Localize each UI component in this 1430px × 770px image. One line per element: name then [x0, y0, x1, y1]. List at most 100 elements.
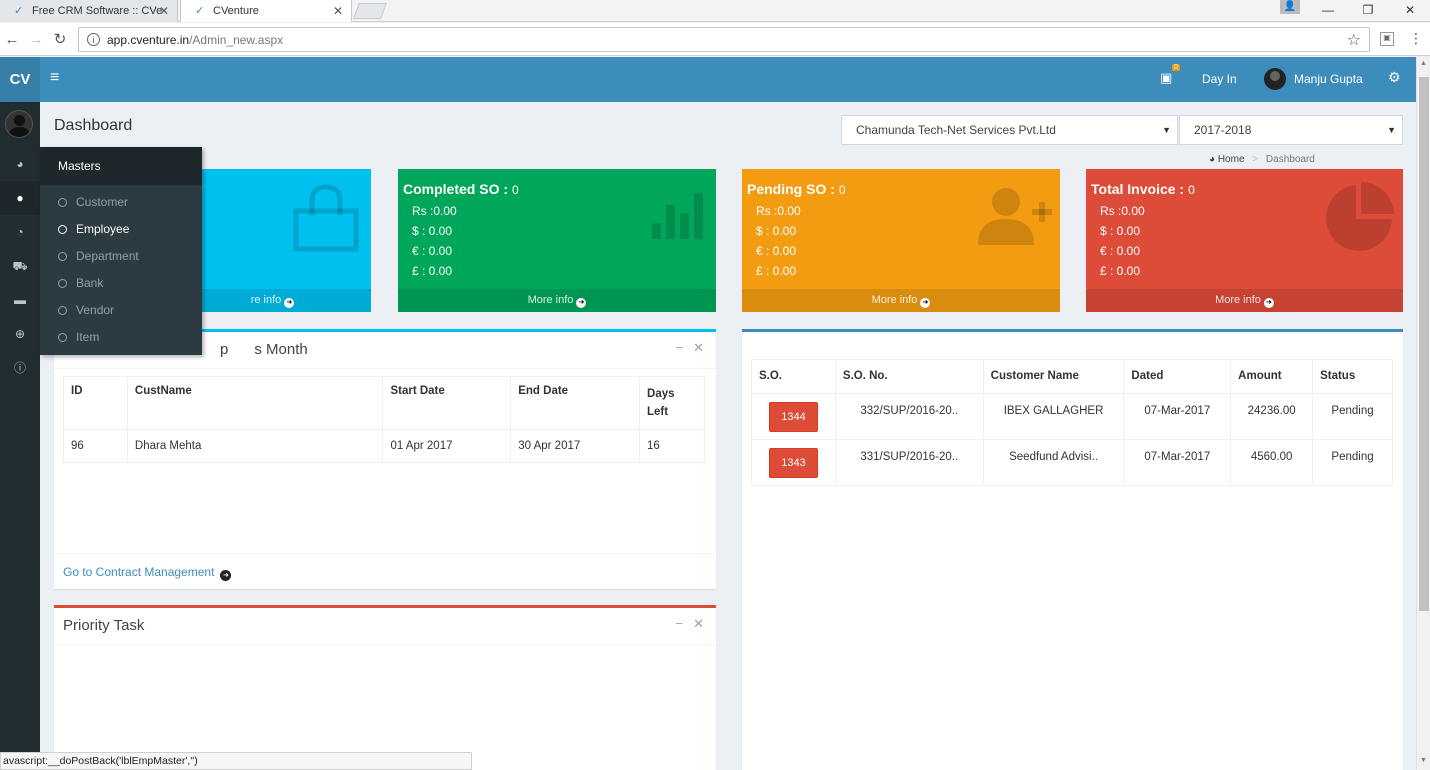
- circle-icon: [58, 198, 67, 207]
- info-icon[interactable]: ⓘ: [13, 361, 26, 375]
- amount-gbp: £ : 0.00: [756, 264, 797, 278]
- sales-order-box: S.O. S.O. No. Customer Name Dated Amount…: [742, 329, 1403, 770]
- browser-menu-icon[interactable]: ⋮: [1409, 30, 1423, 46]
- circle-icon: [58, 252, 67, 261]
- circle-icon: [58, 279, 67, 288]
- amount-rs: Rs :0.00: [412, 204, 457, 218]
- url-input[interactable]: i app.cventure.in/Admin_new.aspx ☆: [78, 27, 1370, 52]
- col-id: ID: [63, 376, 128, 430]
- menu-item-employee[interactable]: Employee: [40, 216, 202, 243]
- app-logo[interactable]: CV: [0, 57, 40, 102]
- amount-usd: $ : 0.00: [412, 224, 453, 238]
- user-name[interactable]: Manju Gupta: [1294, 72, 1363, 86]
- page-scrollbar[interactable]: ▲ ▼: [1416, 57, 1430, 770]
- check-favicon-icon: ✓: [195, 5, 205, 17]
- hamburger-menu-icon[interactable]: ≡: [50, 69, 60, 86]
- breadcrumb-home[interactable]: Home: [1217, 154, 1245, 165]
- notification-icon[interactable]: ▣ 0: [1160, 64, 1180, 85]
- url-text: app.cventure.in/Admin_new.aspx: [107, 33, 284, 47]
- gears-icon[interactable]: ⚙: [1388, 69, 1401, 85]
- globe-icon[interactable]: ⊕: [14, 327, 26, 341]
- company-select[interactable]: Chamunda Tech-Net Services Pvt.Ltd ▼: [841, 115, 1178, 145]
- priority-task-box: Priority Task − ✕: [54, 605, 716, 770]
- back-icon[interactable]: ←: [4, 31, 20, 48]
- close-icon[interactable]: ✕: [693, 616, 704, 631]
- scroll-up-icon[interactable]: ▲: [1420, 60, 1427, 67]
- box-title: Pending SO :0: [747, 181, 846, 197]
- box-tools: − ✕: [666, 340, 705, 356]
- amount-usd: $ : 0.00: [756, 224, 797, 238]
- company-select-value: Chamunda Tech-Net Services Pvt.Ltd: [856, 123, 1056, 137]
- page-title: Dashboard: [54, 117, 133, 134]
- arrow-circle-right-icon: ➜: [1263, 298, 1274, 308]
- so-button-1343[interactable]: 1343: [768, 447, 818, 478]
- home-icon[interactable]: ◕: [1209, 154, 1216, 165]
- close-window-button[interactable]: ✕: [1404, 3, 1416, 17]
- box-title: Priority Task: [63, 617, 145, 634]
- menu-item-department[interactable]: Department: [40, 243, 202, 270]
- profile-icon[interactable]: 👤: [1280, 0, 1300, 14]
- col-so-no: S.O. No.: [834, 359, 984, 394]
- cell-dated: 07-Mar-2017: [1123, 439, 1232, 486]
- close-tab-icon[interactable]: ✕: [332, 4, 343, 18]
- so-button-1344[interactable]: 1344: [768, 401, 818, 432]
- close-tab-icon[interactable]: ✕: [158, 4, 169, 18]
- fiscal-year-select[interactable]: 2017-2018 ▼: [1179, 115, 1403, 145]
- forward-icon[interactable]: →: [28, 31, 44, 48]
- dashboard-icon[interactable]: ◕: [16, 157, 24, 171]
- pie-chart-icon: [1326, 182, 1394, 251]
- contract-management-link[interactable]: Go to Contract Management ➜: [63, 565, 232, 581]
- notification-badge: 0: [1172, 64, 1180, 71]
- user-avatar[interactable]: [1264, 68, 1286, 90]
- cell-days-left: 16: [639, 429, 705, 463]
- site-info-icon[interactable]: i: [87, 33, 100, 46]
- col-end-date: End Date: [510, 376, 641, 430]
- menu-item-bank[interactable]: Bank: [40, 270, 202, 297]
- col-dated: Dated: [1123, 359, 1232, 394]
- cell-id: 96: [63, 429, 128, 463]
- browser-tab-crm[interactable]: ✓ Free CRM Software :: CVe ✕: [0, 0, 178, 22]
- sales-order-table: S.O. S.O. No. Customer Name Dated Amount…: [751, 359, 1393, 486]
- menu-item-item[interactable]: Item: [40, 324, 202, 351]
- tab-title: Free CRM Software :: CVe: [32, 5, 163, 17]
- scroll-down-icon[interactable]: ▼: [1420, 757, 1427, 764]
- cart-icon[interactable]: ⛟: [12, 259, 28, 273]
- amount-usd: $ : 0.00: [1100, 224, 1141, 238]
- browser-status-bar: avascript:__doPostBack('lblEmpMaster',''…: [0, 752, 472, 770]
- user-plus-icon: [978, 188, 1052, 245]
- scroll-thumb[interactable]: [1419, 77, 1429, 611]
- minimize-icon[interactable]: −: [675, 340, 684, 355]
- box-tools: − ✕: [666, 616, 705, 632]
- menu-item-vendor[interactable]: Vendor: [40, 297, 202, 324]
- more-info-link[interactable]: More info ➜: [1086, 289, 1403, 312]
- restore-button[interactable]: ❐: [1362, 3, 1374, 17]
- shopping-bag-icon: [293, 184, 359, 252]
- new-tab-button[interactable]: [353, 3, 387, 19]
- browser-address-bar: ← → ↻ i app.cventure.in/Admin_new.aspx ☆…: [0, 23, 1430, 56]
- chevron-down-icon: ▼: [1387, 125, 1396, 135]
- browser-tab-bar: ✓ Free CRM Software :: CVe ✕ ✓ CVenture …: [0, 0, 1430, 22]
- col-status: Status: [1312, 359, 1393, 394]
- fiscal-year-value: 2017-2018: [1194, 123, 1252, 137]
- table-row: 1344 332/SUP/2016-20.. IBEX GALLAGHER 07…: [751, 393, 1393, 440]
- reload-icon[interactable]: ↻: [53, 31, 67, 48]
- pie-chart-icon[interactable]: ◔: [16, 225, 24, 239]
- more-info-link[interactable]: More info ➜: [398, 289, 716, 312]
- more-info-link[interactable]: More info ➜: [742, 289, 1060, 312]
- table-row: 1343 331/SUP/2016-20.. Seedfund Advisi..…: [751, 439, 1393, 486]
- cell-start-date: 01 Apr 2017: [382, 429, 512, 463]
- user-icon[interactable]: ●: [0, 181, 40, 215]
- minimize-button[interactable]: —: [1322, 3, 1334, 17]
- day-in-link[interactable]: Day In: [1202, 72, 1237, 86]
- amount-eur: € : 0.00: [412, 244, 453, 258]
- credit-card-icon[interactable]: ▬: [14, 293, 26, 307]
- browser-tab-cventure[interactable]: ✓ CVenture ✕: [180, 0, 352, 22]
- bookmark-star-icon[interactable]: ☆: [1346, 32, 1361, 49]
- minimize-icon[interactable]: −: [675, 616, 684, 631]
- amount-rs: Rs :0.00: [756, 204, 801, 218]
- menu-item-customer[interactable]: Customer: [40, 189, 202, 216]
- cell-end-date: 30 Apr 2017: [510, 429, 641, 463]
- cell-status: Pending: [1312, 393, 1393, 440]
- close-icon[interactable]: ✕: [693, 340, 704, 355]
- extension-icon[interactable]: ▣: [1380, 32, 1394, 46]
